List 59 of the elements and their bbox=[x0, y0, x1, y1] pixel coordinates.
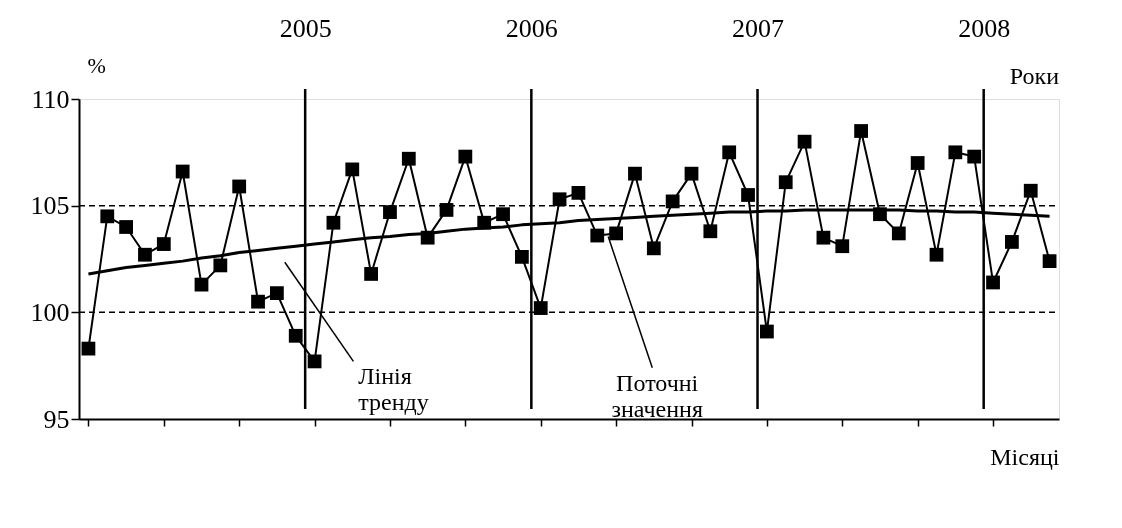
point bbox=[401, 151, 416, 166]
point bbox=[232, 179, 247, 194]
x2-tick-label: 2008 bbox=[958, 13, 1011, 43]
point bbox=[156, 237, 171, 251]
point bbox=[703, 224, 718, 239]
point bbox=[1023, 183, 1038, 198]
point bbox=[364, 267, 379, 281]
y-tick-label: 110 bbox=[31, 84, 70, 114]
x2-tick-label: 2007 bbox=[732, 13, 785, 43]
point bbox=[759, 324, 774, 339]
point bbox=[514, 249, 529, 264]
point bbox=[910, 156, 925, 170]
y-tick-label: 100 bbox=[30, 297, 70, 327]
point bbox=[816, 230, 831, 245]
point bbox=[496, 207, 510, 222]
annotation: Лінія тренду bbox=[358, 363, 429, 416]
point bbox=[119, 220, 134, 234]
point bbox=[609, 226, 624, 241]
y-axis-title: % bbox=[87, 52, 106, 78]
point bbox=[797, 134, 812, 149]
point bbox=[439, 203, 454, 217]
point bbox=[1042, 254, 1057, 269]
annotation: Поточні значення bbox=[611, 369, 703, 422]
point bbox=[383, 205, 397, 219]
point bbox=[590, 228, 605, 243]
y-tick-label: 105 bbox=[30, 191, 70, 221]
x2-tick-label: 2005 bbox=[279, 13, 332, 43]
point bbox=[929, 247, 944, 262]
x-axis-title: Місяці bbox=[990, 443, 1060, 470]
point bbox=[722, 145, 737, 160]
point bbox=[288, 328, 303, 343]
point bbox=[1004, 235, 1019, 249]
point bbox=[684, 166, 699, 181]
point bbox=[571, 185, 586, 200]
point bbox=[458, 149, 473, 164]
point bbox=[269, 286, 284, 301]
point bbox=[552, 192, 567, 207]
point bbox=[138, 247, 152, 262]
point bbox=[628, 166, 642, 181]
point bbox=[533, 301, 548, 315]
text: Роки bbox=[1009, 62, 1060, 89]
y-tick-label: 95 bbox=[43, 404, 70, 434]
x2-tick-label: 2006 bbox=[505, 13, 558, 43]
point bbox=[854, 124, 869, 138]
point bbox=[175, 164, 190, 179]
point bbox=[326, 215, 341, 230]
point bbox=[741, 188, 755, 202]
point bbox=[891, 226, 906, 241]
point bbox=[986, 275, 1000, 290]
point bbox=[835, 239, 850, 254]
point bbox=[251, 294, 265, 309]
point bbox=[948, 145, 963, 160]
point bbox=[778, 175, 793, 190]
point bbox=[100, 209, 115, 224]
point bbox=[345, 162, 360, 177]
point bbox=[665, 194, 680, 209]
point bbox=[213, 258, 228, 273]
point bbox=[646, 241, 661, 256]
point bbox=[967, 149, 982, 164]
